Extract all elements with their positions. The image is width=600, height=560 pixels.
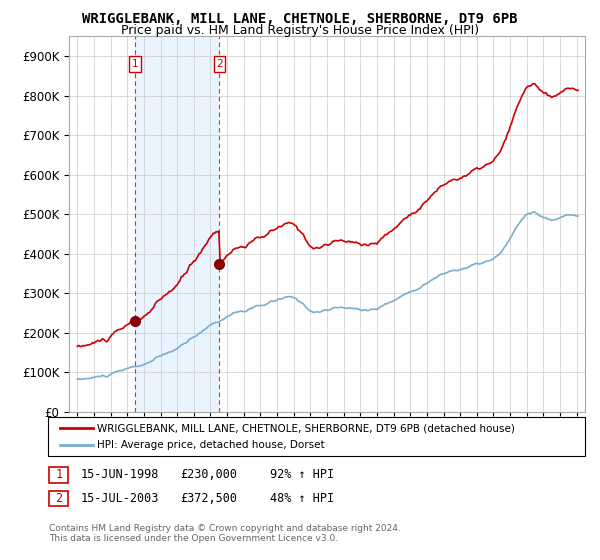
Text: £230,000: £230,000 bbox=[180, 468, 237, 482]
Bar bbox=[135, 36, 220, 412]
Text: WRIGGLEBANK, MILL LANE, CHETNOLE, SHERBORNE, DT9 6PB (detached house): WRIGGLEBANK, MILL LANE, CHETNOLE, SHERBO… bbox=[97, 423, 515, 433]
Text: 48% ↑ HPI: 48% ↑ HPI bbox=[270, 492, 334, 505]
Text: Price paid vs. HM Land Registry's House Price Index (HPI): Price paid vs. HM Land Registry's House … bbox=[121, 24, 479, 36]
Text: 92% ↑ HPI: 92% ↑ HPI bbox=[270, 468, 334, 482]
Text: 2: 2 bbox=[216, 59, 223, 69]
Text: 15-JUL-2003: 15-JUL-2003 bbox=[81, 492, 160, 505]
Text: WRIGGLEBANK, MILL LANE, CHETNOLE, SHERBORNE, DT9 6PB: WRIGGLEBANK, MILL LANE, CHETNOLE, SHERBO… bbox=[82, 12, 518, 26]
Text: £372,500: £372,500 bbox=[180, 492, 237, 505]
Text: Contains HM Land Registry data © Crown copyright and database right 2024.
This d: Contains HM Land Registry data © Crown c… bbox=[49, 524, 401, 543]
Text: 15-JUN-1998: 15-JUN-1998 bbox=[81, 468, 160, 482]
Text: 1: 1 bbox=[131, 59, 138, 69]
Text: HPI: Average price, detached house, Dorset: HPI: Average price, detached house, Dors… bbox=[97, 440, 325, 450]
Text: 2: 2 bbox=[55, 492, 62, 505]
Text: 1: 1 bbox=[55, 468, 62, 482]
